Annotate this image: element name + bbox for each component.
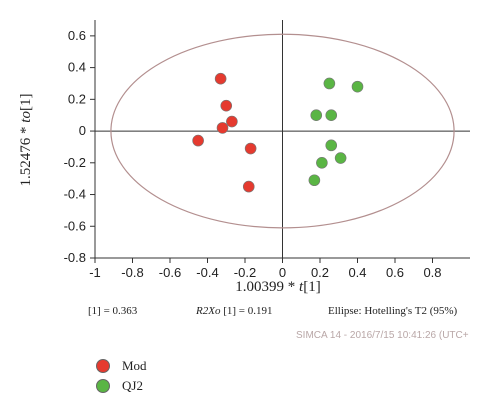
hotelling-t2-ellipse bbox=[110, 33, 455, 229]
axes bbox=[94, 20, 470, 259]
tick-labels: -1 -0.8 -0.6 -0.4 -0.2 0 0.2 0.4 0.6 0.80.60.40.2… bbox=[64, 28, 442, 280]
hotelling-ellipse bbox=[110, 33, 455, 229]
x-tick-label: -0.4 bbox=[196, 265, 218, 280]
x-tick-label: 0 bbox=[279, 265, 286, 280]
x-tick-label: -0.8 bbox=[121, 265, 143, 280]
r2xo-value: [1] = 0.191 bbox=[223, 305, 273, 317]
point-mod bbox=[220, 99, 233, 112]
y-tick-label: -0.2 bbox=[64, 155, 86, 170]
software-timestamp: SIMCA 14 - 2016/7/15 10:41:26 (UTC+ bbox=[296, 330, 469, 341]
legend-item-mod: Mod bbox=[96, 358, 147, 374]
x-tick-label: -0.2 bbox=[234, 265, 256, 280]
ellipse-label: Ellipse: Hotelling's T2 (95%) bbox=[328, 305, 458, 317]
legend-label-qj2: QJ2 bbox=[122, 378, 143, 393]
score-scatter-plot: -1 -0.8 -0.6 -0.4 -0.2 0 0.2 0.4 0.6 0.80.60.40.2… bbox=[18, 20, 470, 295]
point-qj2 bbox=[351, 80, 364, 93]
point-qj2 bbox=[334, 152, 347, 164]
y-tick-label: 0.2 bbox=[68, 91, 86, 106]
legend-marker-mod bbox=[96, 359, 110, 373]
y-tick-label: 0.4 bbox=[68, 60, 86, 75]
legend-item-qj2: QJ2 bbox=[96, 378, 143, 394]
point-mod bbox=[216, 122, 229, 134]
point-qj2 bbox=[310, 109, 323, 121]
y-axis-title-suffix: [1] bbox=[18, 94, 34, 112]
point-mod bbox=[242, 180, 255, 193]
x-tick-label: 0.2 bbox=[311, 265, 329, 280]
y-axis-title-var: to bbox=[18, 111, 34, 123]
point-qj2 bbox=[316, 157, 328, 169]
legend-marker-qj2 bbox=[96, 379, 110, 393]
r2xo-stat: R2Xo [1] = 0.191 bbox=[196, 305, 272, 317]
point-qj2 bbox=[308, 174, 321, 187]
y-axis-title-prefix: 1.52476 * bbox=[18, 123, 34, 187]
y-tick-label: -0.6 bbox=[64, 218, 86, 233]
point-qj2 bbox=[323, 77, 336, 90]
y-tick-label: 0.6 bbox=[68, 28, 86, 43]
point-qj2 bbox=[325, 139, 338, 152]
point-mod bbox=[226, 115, 238, 128]
x-axis-title: 1.00399 * t[1] bbox=[235, 279, 320, 295]
x-tick-label: -1 bbox=[89, 265, 101, 280]
point-mod bbox=[244, 142, 257, 155]
data-points bbox=[192, 72, 364, 193]
r2xo-label: R2Xo bbox=[196, 305, 221, 317]
y-axis-title: 1.52476 * to[1] bbox=[18, 94, 34, 187]
x-tick-label: -0.6 bbox=[159, 265, 181, 280]
x-axis-title-suffix: [1] bbox=[303, 279, 321, 295]
point-mod bbox=[192, 134, 204, 147]
point-qj2 bbox=[325, 109, 338, 121]
x-tick-label: 0.8 bbox=[423, 265, 441, 280]
x-axis-title-var: t bbox=[299, 279, 304, 295]
legend-label-mod: Mod bbox=[122, 358, 147, 373]
y-tick-label: -0.8 bbox=[64, 250, 86, 265]
x-axis-title-prefix: 1.00399 * bbox=[235, 279, 299, 295]
component-stat: [1] = 0.363 bbox=[88, 305, 138, 317]
x-tick-label: 0.4 bbox=[348, 265, 366, 280]
y-tick-label: -0.4 bbox=[64, 187, 86, 202]
y-tick-label: 0 bbox=[79, 123, 86, 138]
x-tick-label: 0.6 bbox=[386, 265, 404, 280]
point-mod bbox=[214, 72, 227, 85]
